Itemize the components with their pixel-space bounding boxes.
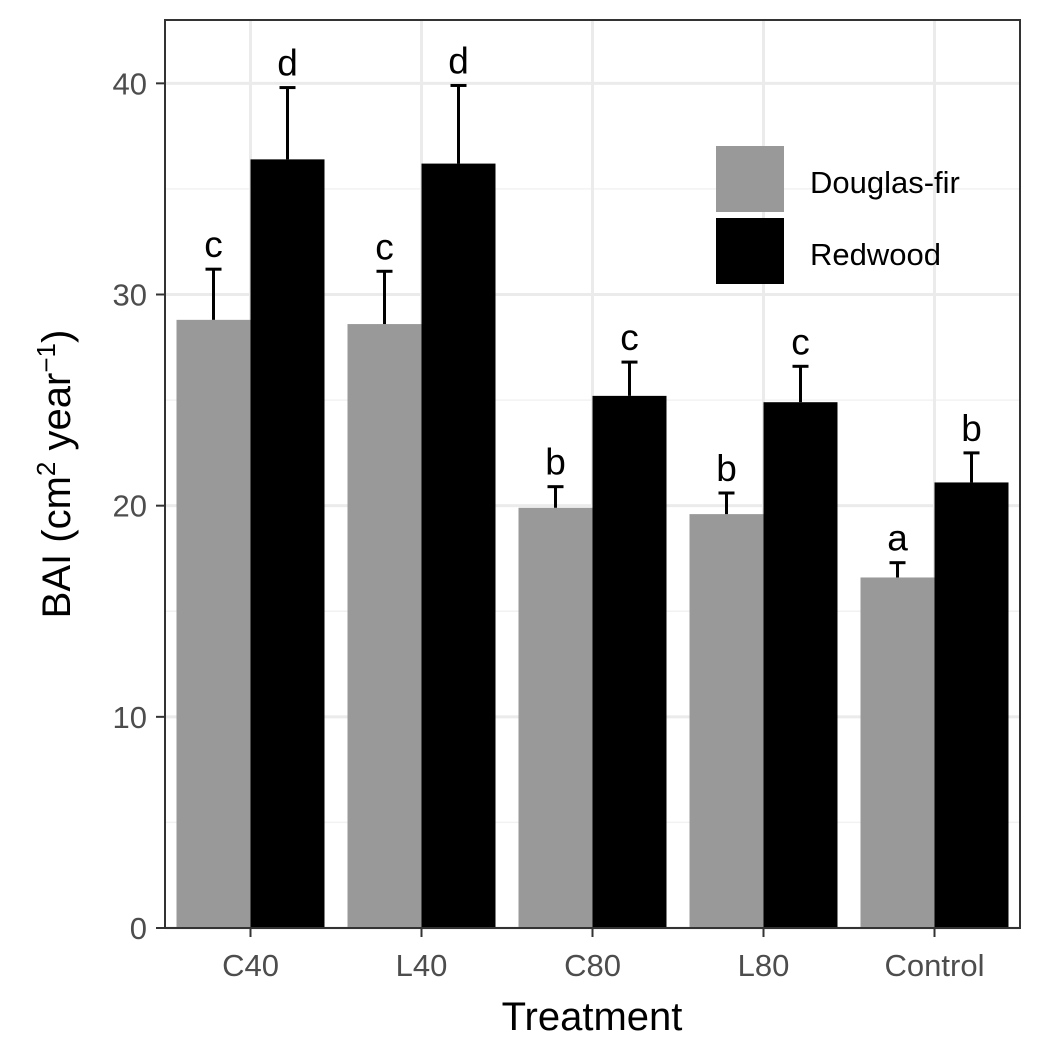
x-tick-label: L80 <box>738 948 790 983</box>
bar-redwood <box>250 159 325 929</box>
y-axis-title-sup-2: −1 <box>31 343 61 373</box>
error-bar-redwood <box>963 451 980 483</box>
bar-redwood <box>934 482 1009 928</box>
x-tick-label: C80 <box>564 948 621 983</box>
error-bar-douglas-fir <box>889 561 906 578</box>
error-bar-douglas-fir <box>718 491 735 515</box>
significance-letter-douglas-fir: b <box>545 442 566 483</box>
error-bar-redwood <box>279 86 296 160</box>
x-axis: C40 L40 C80 L80 Control <box>222 928 984 983</box>
bar-douglas-fir <box>347 324 422 928</box>
y-axis-title-sup-1: 2 <box>31 462 61 476</box>
significance-letter-redwood: c <box>791 321 810 362</box>
bar-douglas-fir <box>860 577 935 928</box>
error-bar-douglas-fir <box>376 269 393 325</box>
significance-letter-douglas-fir: c <box>375 226 394 267</box>
x-axis-title: Treatment <box>502 995 683 1039</box>
y-axis-title-base: BAI (cm <box>35 476 79 618</box>
legend-label-douglas-fir: Douglas-fir <box>810 165 960 200</box>
significance-letter-douglas-fir: a <box>887 518 908 559</box>
y-tick-label: 0 <box>130 911 147 946</box>
bar-douglas-fir <box>518 507 593 928</box>
bar-redwood <box>592 395 667 929</box>
bar-douglas-fir <box>689 514 764 928</box>
error-bar-douglas-fir <box>205 267 222 320</box>
y-axis: 0 10 20 30 40 <box>113 66 165 946</box>
y-axis-title-mid: year <box>35 373 79 462</box>
bar-redwood <box>421 163 496 928</box>
x-tick-label: L40 <box>396 948 448 983</box>
bar-redwood <box>763 402 838 928</box>
significance-letter-redwood: c <box>620 317 639 358</box>
error-bar-redwood <box>450 83 467 164</box>
error-bars <box>205 83 980 578</box>
y-tick-label: 40 <box>113 66 147 101</box>
error-bar-douglas-fir <box>547 485 564 508</box>
x-tick-label: Control <box>885 948 985 983</box>
error-bar-redwood <box>792 364 809 403</box>
y-tick-label: 20 <box>113 489 147 524</box>
legend-key-redwood <box>716 218 784 284</box>
significance-letters: c c b b a d d c c b <box>204 40 982 558</box>
legend-label-redwood: Redwood <box>810 237 941 272</box>
significance-letter-douglas-fir: c <box>204 224 223 265</box>
significance-letter-douglas-fir: b <box>716 448 737 489</box>
legend: Douglas-fir Redwood <box>716 146 960 284</box>
significance-letter-redwood: d <box>448 40 469 81</box>
y-tick-label: 30 <box>113 278 147 313</box>
x-tick-label: C40 <box>222 948 279 983</box>
y-axis-title: BAI (cm2 year−1) <box>31 330 79 619</box>
y-axis-title-end: ) <box>35 330 79 343</box>
error-bar-redwood <box>621 360 638 396</box>
legend-key-douglas-fir <box>716 146 784 212</box>
bars <box>176 159 1009 929</box>
y-tick-label: 10 <box>113 700 147 735</box>
bar-douglas-fir <box>176 319 251 928</box>
significance-letter-redwood: b <box>961 408 982 449</box>
significance-letter-redwood: d <box>277 43 298 84</box>
